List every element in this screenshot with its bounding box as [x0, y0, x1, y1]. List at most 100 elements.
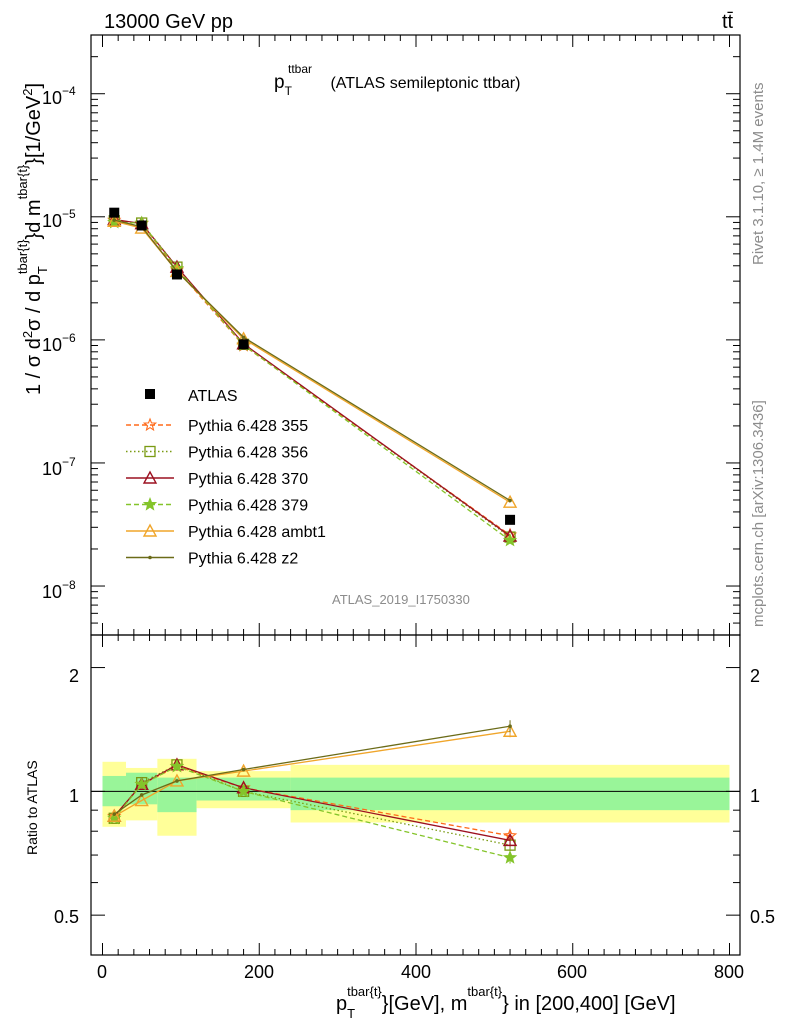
legend-marker-355-shape: [142, 417, 158, 432]
legend-marker-355: [142, 417, 158, 432]
legend-marker-356-shape: [144, 445, 156, 458]
x-tick-labels: 0 200 400 600 800: [97, 962, 744, 982]
mcplots-label: mcplots.cern.ch [arXiv:1306.3436]: [750, 400, 767, 627]
legend-label-356: Pythia 6.428 356: [188, 445, 308, 462]
legend-entry-atlas: ATLAS: [145, 388, 238, 405]
y-tick-label-1e-5: 10−5: [42, 207, 76, 231]
legend-label-z2: Pythia 6.428 z2: [188, 551, 298, 568]
ratio-point-z2-0: [112, 812, 117, 816]
ratio-band-inner-2: [157, 777, 197, 813]
point-ambt1-4: [502, 494, 518, 508]
legend-entry-370: Pythia 6.428 370: [126, 470, 308, 488]
rivet-label: Rivet 3.1.10, ≥ 1.4M events: [750, 83, 767, 266]
legend-entry-356: Pythia 6.428 356: [126, 445, 308, 462]
legend-marker-ambt1: [142, 523, 158, 537]
y-tick-label-1e-8: 10−8: [42, 578, 76, 602]
legend-entry-ambt1: Pythia 6.428 ambt1: [126, 523, 326, 541]
ratio-point-ambt1-0-shape: [107, 808, 122, 822]
point-379-4-shape: [502, 532, 518, 547]
ratio-point-379-3-shape: [236, 783, 251, 798]
ratio-tick-2-right: 2: [750, 666, 760, 686]
data-point-atlas-4: [505, 514, 516, 525]
data-point-atlas-3: [238, 339, 249, 350]
legend-marker-atlas: [145, 389, 155, 399]
y-tick-label-1e-6: 10−6: [42, 331, 76, 355]
data-point-atlas-0-shape: [109, 207, 120, 218]
y-tick-label-1e-4: 10−4: [42, 84, 76, 108]
data-point-atlas-1-shape: [136, 220, 147, 231]
main-plot-marks: [107, 207, 518, 547]
ratio-point-379-1: [134, 776, 149, 791]
legend-marker-ambt1-shape: [142, 523, 158, 537]
legend-label-atlas: ATLAS: [188, 388, 238, 405]
point-z2-3: [241, 335, 246, 340]
energy-label: 13000 GeV pp: [104, 11, 233, 33]
ratio-band-inner-4: [290, 777, 730, 811]
data-point-atlas-2: [171, 269, 182, 280]
main-plot-frame: [90, 34, 741, 636]
ratio-plot-marks: [107, 720, 518, 864]
legend-entry-355: Pythia 6.428 355: [126, 417, 308, 435]
data-point-atlas-0: [109, 207, 120, 218]
x-tick-label-0: 0: [97, 962, 107, 982]
ratio-point-379-1-shape: [134, 776, 149, 791]
process-label: tt̄: [722, 11, 734, 33]
legend-marker-370: [142, 470, 158, 484]
legend-marker-370-shape: [142, 470, 158, 484]
data-point-atlas-2-shape: [171, 269, 182, 280]
point-z2-4: [508, 498, 512, 503]
ratio-axis-label: Ratio to ATLAS: [24, 760, 40, 855]
legend-marker-z2: [148, 555, 152, 560]
x-tick-label-800: 800: [714, 962, 744, 982]
ratio-point-ambt1-0: [107, 808, 122, 822]
ratio-point-z2-1-shape: [139, 793, 144, 797]
legend-marker-356: [144, 445, 156, 458]
legend-entry-z2: Pythia 6.428 z2: [126, 551, 298, 568]
point-z2-0: [112, 218, 117, 222]
legend-label-ambt1: Pythia 6.428 ambt1: [188, 524, 326, 541]
ratio-point-z2-1: [139, 793, 144, 797]
legend-marker-379: [142, 496, 158, 511]
legend-label-355: Pythia 6.428 355: [188, 418, 308, 435]
ratio-tick-1-right: 1: [750, 786, 760, 806]
x-tick-label-200: 200: [244, 962, 274, 982]
ratio-point-379-2: [169, 758, 185, 773]
x-tick-label-400: 400: [401, 962, 431, 982]
ratio-tick-05-left: 0.5: [54, 907, 79, 927]
point-z2-3-shape: [241, 335, 246, 340]
data-point-atlas-3-shape: [238, 339, 249, 350]
analysis-label: ATLAS_2019_I1750330: [332, 592, 470, 607]
y-axis-label: 1 / σ d2σ / d pTtbar{t}}d mtbar{t}}[1/Ge…: [15, 83, 50, 395]
y-tick-labels: 10−4 10−5 10−6 10−7 10−8: [42, 84, 76, 602]
ratio-point-ambt1-1-shape: [134, 793, 149, 807]
x-axis-label: pTtbar{t}}[GeV], mtbar{t}} in [200,400] …: [336, 984, 676, 1021]
ratio-point-379-3: [236, 783, 251, 798]
x-tick-label-600: 600: [557, 962, 587, 982]
point-379-4: [502, 532, 518, 547]
point-z2-0-shape: [112, 218, 117, 222]
legend-label-370: Pythia 6.428 370: [188, 471, 308, 488]
ratio-point-z2-2: [175, 779, 179, 783]
ratio-uncertainty-band: [91, 758, 740, 836]
ratio-tick-labels: 2 1 0.5 2 1 0.5: [54, 666, 775, 927]
data-point-atlas-1: [136, 220, 147, 231]
ratio-point-z2-0-shape: [112, 812, 117, 816]
ratio-point-z2-3-shape: [241, 767, 246, 772]
plot-title: pTttbar (ATLAS semileptonic ttbar): [274, 62, 520, 98]
ratio-tick-05-right: 0.5: [750, 907, 775, 927]
ratio-point-ambt1-1: [134, 793, 149, 807]
y-tick-label-1e-7: 10−7: [42, 455, 76, 479]
ratio-point-z2-3: [241, 767, 246, 772]
point-ambt1-4-shape: [502, 494, 518, 508]
axis-ticks: [91, 35, 740, 956]
legend-marker-z2-shape: [148, 555, 152, 560]
legend-label-379: Pythia 6.428 379: [188, 498, 308, 515]
legend: ATLAS Pythia 6.428 355 Pythia 6.428 356 Py…: [126, 388, 326, 568]
ratio-point-z2-2-shape: [175, 779, 179, 783]
point-z2-4-shape: [508, 498, 512, 503]
data-point-atlas-4-shape: [505, 514, 516, 525]
ratio-tick-2-left: 2: [69, 666, 79, 686]
ratio-tick-1-left: 1: [69, 786, 79, 806]
legend-entry-379: Pythia 6.428 379: [126, 496, 308, 515]
